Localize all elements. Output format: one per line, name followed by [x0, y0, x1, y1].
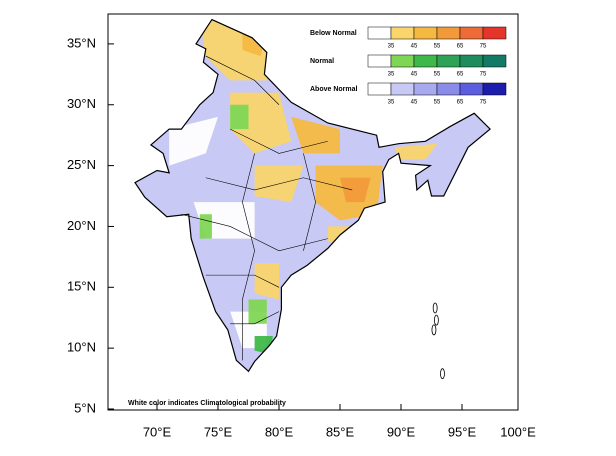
lat-tick-label: 20°N [67, 218, 96, 233]
legend-title: Below Normal [310, 30, 357, 37]
patch [394, 143, 438, 160]
state-border [205, 55, 280, 105]
legend-box [436, 82, 461, 96]
region [135, 19, 491, 372]
legend-box [367, 26, 392, 40]
legend-tick: 55 [434, 100, 441, 106]
lon-tick-label: 70°E [143, 424, 172, 439]
state-border [303, 153, 316, 251]
legend-box [413, 82, 438, 96]
legend-tick: 55 [434, 72, 441, 78]
island [440, 368, 445, 380]
legend-tick: 65 [457, 72, 464, 78]
state-border [242, 153, 255, 361]
island [433, 314, 439, 326]
lon-tick-label: 100°E [500, 424, 536, 439]
legend-box [436, 54, 461, 68]
note: White color indicates Climatological pro… [128, 400, 286, 407]
legend-box [459, 26, 484, 40]
lat-tick-label: 15°N [67, 279, 96, 294]
legend-tick: 75 [480, 44, 487, 50]
lon-tick-label: 95°E [448, 424, 477, 439]
legend-box [482, 26, 507, 40]
legend-tick: 65 [457, 44, 464, 50]
shading [135, 19, 491, 372]
state-border [230, 128, 328, 154]
legend-box [482, 54, 507, 68]
legend-box [390, 26, 415, 40]
legend-box [390, 54, 415, 68]
legend-title: Normal [310, 58, 334, 65]
patch [248, 299, 267, 324]
legend-tick: 45 [411, 100, 418, 106]
legend-tick: 35 [388, 72, 395, 78]
state-border [205, 274, 280, 288]
state-border [230, 311, 280, 325]
lon-tick-label: 85°E [326, 424, 355, 439]
patch [199, 214, 212, 239]
lon-tick-label: 75°E [204, 424, 233, 439]
legend-box [436, 26, 461, 40]
patch [230, 104, 249, 130]
border [134, 18, 491, 373]
state-border [205, 177, 353, 191]
legend-box [413, 26, 438, 40]
legend-box [413, 54, 438, 68]
map-area [134, 18, 491, 380]
legend-tick: 45 [411, 44, 418, 50]
legend-tick: 75 [480, 72, 487, 78]
legend-tick: 35 [388, 100, 395, 106]
legend-title: Above Normal [310, 86, 358, 93]
legend-box [367, 54, 392, 68]
patch [291, 116, 340, 154]
patch [340, 177, 371, 203]
state-border [181, 213, 328, 252]
lat-tick-label: 30°N [67, 96, 96, 111]
legend-box [482, 82, 507, 96]
legend-box [367, 82, 392, 96]
lat-tick-label: 5°N [74, 400, 96, 415]
lat-tick-label: 25°N [67, 157, 96, 172]
legend-tick: 55 [434, 44, 441, 50]
legend-box [459, 82, 484, 96]
legend-tick: 35 [388, 44, 395, 50]
legend-tick: 45 [411, 72, 418, 78]
island [432, 302, 438, 314]
lon-tick-label: 80°E [265, 424, 294, 439]
lat-tick-label: 10°N [67, 340, 96, 355]
island [431, 324, 437, 336]
lon-tick-label: 90°E [387, 424, 416, 439]
legend-tick: 75 [480, 100, 487, 106]
legend-box [390, 82, 415, 96]
lat-tick-label: 35°N [67, 35, 96, 50]
legend-tick: 65 [457, 100, 464, 106]
legend-box [459, 54, 484, 68]
